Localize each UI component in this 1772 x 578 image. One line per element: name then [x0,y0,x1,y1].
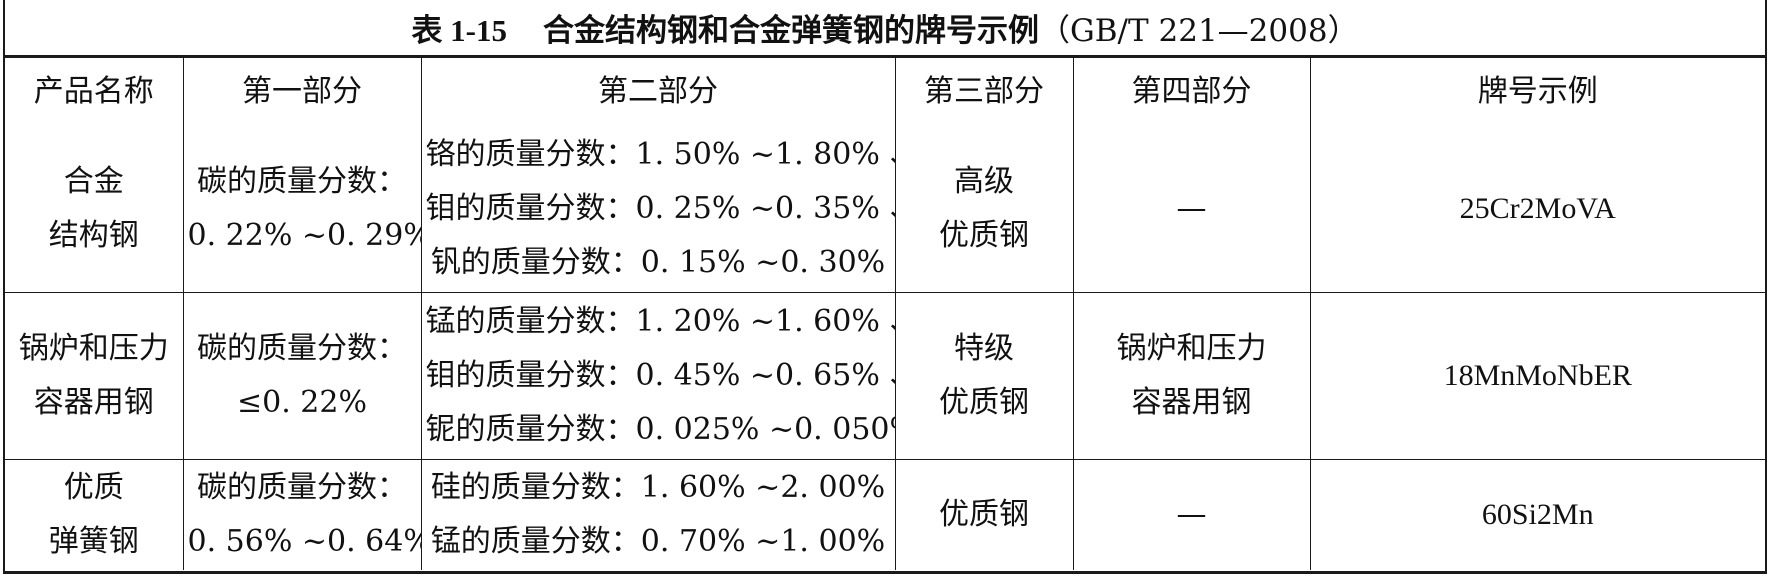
header-part-three: 第三部分 [894,58,1074,126]
header-part-four: 第四部分 [1072,58,1311,126]
header-grade-example: 牌号示例 [1309,58,1765,126]
cell-part-three: 高级 优质钢 [894,126,1074,293]
cell-product: 锅炉和压力 容器用钢 [5,292,184,460]
cell-part-three: 优质钢 [894,459,1074,570]
cell-part-one: 碳的质量分数： ≤0. 22% [182,292,422,460]
cell-part-one: 碳的质量分数： 0. 22% ~0. 29% [182,126,422,293]
cell-product: 优质 弹簧钢 [5,459,184,570]
table-row: 合金 结构钢 碳的质量分数： 0. 22% ~0. 29% 铬的质量分数：1. … [5,126,1765,293]
table-row: 锅炉和压力 容器用钢 碳的质量分数： ≤0. 22% 锰的质量分数：1. 20%… [5,292,1765,460]
header-part-two: 第二部分 [420,58,896,126]
header-part-one: 第一部分 [182,58,422,126]
cell-grade-example: 60Si2Mn [1309,459,1765,570]
cell-part-two: 铬的质量分数：1. 50% ~1. 80% 、 钼的质量分数：0. 25% ~0… [420,126,896,293]
table-title-text: 合金结构钢和合金弹簧钢的牌号示例 [542,13,1039,49]
header-row: 产品名称 第一部分 第二部分 第三部分 第四部分 牌号示例 [5,58,1765,126]
cell-grade-example: 18MnMoNbER [1309,292,1765,460]
cell-product: 合金 结构钢 [5,126,184,293]
cell-part-four: 锅炉和压力 容器用钢 [1072,292,1311,460]
cell-part-three: 特级 优质钢 [894,292,1074,460]
table-row: 优质 弹簧钢 碳的质量分数： 0. 56% ~0. 64% 硅的质量分数：1. … [5,459,1765,570]
cell-part-two: 锰的质量分数：1. 20% ~1. 60% 、 钼的质量分数：0. 45% ~0… [420,292,896,460]
header-product-name: 产品名称 [5,58,184,126]
cell-part-four: — [1072,459,1311,570]
table-frame: 表 1-15 合金结构钢和合金弹簧钢的牌号示例 （GB/T 221—2008） … [3,0,1767,574]
table-number: 表 1-15 [411,13,507,48]
cell-grade-example: 25Cr2MoVA [1309,126,1765,293]
grade-example-table: 产品名称 第一部分 第二部分 第三部分 第四部分 牌号示例 合金 结构钢 碳的质… [5,58,1765,570]
cell-part-one: 碳的质量分数： 0. 56% ~0. 64% [182,459,422,570]
cell-part-two: 硅的质量分数：1. 60% ~2. 00% 锰的质量分数：0. 70% ~1. … [420,459,896,570]
cell-part-four: — [1072,126,1311,293]
standard-reference: （GB/T 221—2008） [1038,13,1359,49]
table-title: 表 1-15 合金结构钢和合金弹簧钢的牌号示例 （GB/T 221—2008） [5,0,1765,58]
